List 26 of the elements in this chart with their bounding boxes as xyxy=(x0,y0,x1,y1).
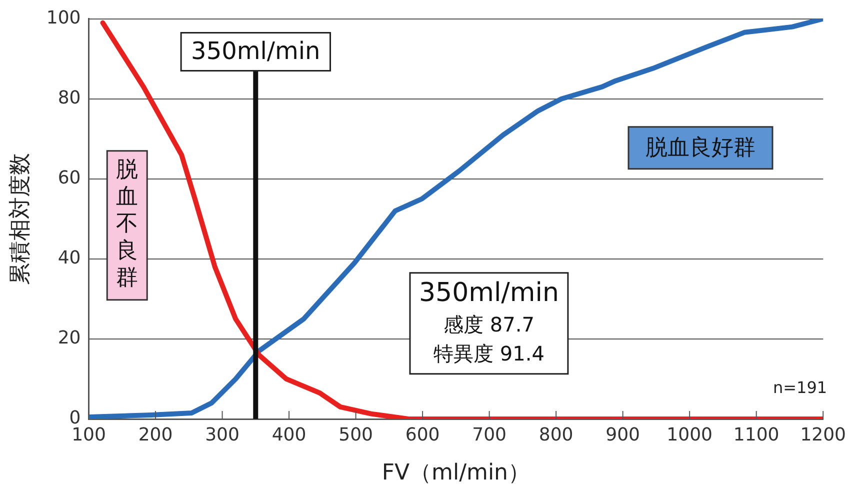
x-tick-label: 1000 xyxy=(666,424,712,446)
series-label: 脱血不良群 xyxy=(116,158,138,291)
annotation: 350ml/min xyxy=(418,278,559,308)
x-tick-label: 1100 xyxy=(733,424,780,446)
x-tick-label: 900 xyxy=(606,424,640,446)
x-tick-label: 300 xyxy=(205,424,240,446)
x-tick-label: 700 xyxy=(472,424,506,446)
ref-line-label: 350ml/min xyxy=(191,37,320,66)
annotation: 感度 87.7 xyxy=(444,312,534,337)
x-tick-label: 600 xyxy=(405,424,440,446)
annotation: 特異度 91.4 xyxy=(434,342,544,366)
x-tick-label: 500 xyxy=(338,424,373,446)
x-tick-label: 200 xyxy=(138,424,173,446)
x-tick-label: 100 xyxy=(72,424,106,446)
text: 脱血良好群 xyxy=(645,136,756,161)
x-tick-label: 800 xyxy=(538,424,574,446)
y-tick-label: 20 xyxy=(58,328,81,349)
annotation: n=191 xyxy=(773,378,828,398)
y-tick-label: 60 xyxy=(58,168,81,189)
x-tick-label: 400 xyxy=(272,424,306,446)
y-tick-label: 80 xyxy=(58,88,81,109)
y-tick-label: 40 xyxy=(58,248,81,269)
x-axis-title: FV（ml/min） xyxy=(382,460,530,486)
y-tick-label: 100 xyxy=(46,7,81,28)
x-tick-label: 1200 xyxy=(800,424,846,446)
y-axis-title: 累積相対度数 xyxy=(8,152,33,285)
